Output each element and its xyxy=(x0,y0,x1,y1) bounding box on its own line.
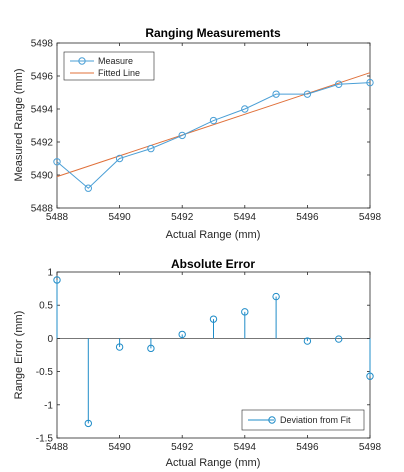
chart-title: Ranging Measurements xyxy=(145,26,281,40)
y-tick-label: 5488 xyxy=(31,204,54,215)
stem-marker xyxy=(115,343,124,351)
x-tick-label: 5494 xyxy=(234,212,257,223)
measure-point xyxy=(147,144,155,153)
legend-deviation-marker xyxy=(268,416,276,424)
y-tick-label: 5492 xyxy=(31,138,54,149)
legend-deviation-label: Deviation from Fit xyxy=(280,415,351,425)
x-tick-label: 5492 xyxy=(171,442,194,453)
legend: Deviation from Fit xyxy=(241,409,365,431)
data-series xyxy=(53,276,374,428)
stem-marker xyxy=(335,335,343,343)
chart-title: Absolute Error xyxy=(171,257,255,271)
stem-marker xyxy=(366,372,374,380)
y-tick-label: 5496 xyxy=(31,72,54,83)
x-tick-label: 5490 xyxy=(108,212,131,223)
legend-measure-label: Measure xyxy=(98,56,133,66)
measure-point xyxy=(335,80,343,88)
y-axis-label: Measured Range (mm) xyxy=(13,68,25,181)
y-tick-label: -1.5 xyxy=(36,434,54,445)
legend-measure-marker xyxy=(78,57,86,65)
stem-marker xyxy=(241,308,249,316)
y-tick-label: 5494 xyxy=(31,105,54,116)
stem-marker xyxy=(272,292,280,301)
measure-point xyxy=(178,131,186,140)
measure-point xyxy=(209,116,218,125)
y-axis-label: Range Error (mm) xyxy=(13,311,25,400)
x-axis-label: Actual Range (mm) xyxy=(166,457,261,469)
x-tick-label: 5492 xyxy=(171,212,194,223)
x-tick-label: 5490 xyxy=(108,442,131,453)
x-tick-label: 5494 xyxy=(234,442,257,453)
measure-point xyxy=(84,184,93,192)
x-axis-label: Actual Range (mm) xyxy=(166,229,261,241)
measure-point xyxy=(53,158,61,166)
y-tick-label: -0.5 xyxy=(36,367,54,378)
measure-point xyxy=(303,90,312,98)
stem-marker xyxy=(178,330,186,339)
data-series xyxy=(53,72,374,192)
y-tick-label: 5498 xyxy=(31,39,54,50)
x-tick-label: 5488 xyxy=(46,442,69,453)
x-tick-label: 5488 xyxy=(46,212,69,223)
x-tick-label: 5498 xyxy=(359,212,382,223)
stem-marker xyxy=(303,337,312,345)
y-tick-label: 0.5 xyxy=(39,301,53,312)
axis-ticks: 5488 5490 5492 5494 5496 5498 1 0.5 0 -0.5 -1 -1.5 xyxy=(36,268,382,454)
legend-fitted-label: Fitted Line xyxy=(98,68,140,78)
x-tick-label: 5498 xyxy=(359,442,382,453)
y-tick-label: 1 xyxy=(47,268,53,279)
stem-marker xyxy=(84,419,93,428)
y-tick-label: 0 xyxy=(47,334,53,345)
absolute-error-chart: Absolute Error Actual Range (mm) Range E… xyxy=(13,257,382,469)
stem-marker xyxy=(147,344,155,353)
stem-marker xyxy=(53,276,61,284)
measure-point xyxy=(241,105,249,113)
measure-point xyxy=(115,154,124,163)
stem-marker xyxy=(209,315,218,323)
y-tick-label: 5490 xyxy=(31,171,54,182)
y-tick-label: -1 xyxy=(44,400,53,411)
ranging-measurements-chart: Ranging Measurements Actual Range (mm) M… xyxy=(13,26,382,241)
legend: Measure Fitted Line xyxy=(63,51,155,81)
measure-point xyxy=(366,78,374,87)
fitted-line xyxy=(56,72,371,178)
x-tick-label: 5496 xyxy=(296,212,319,223)
measure-line xyxy=(56,82,371,189)
measure-point xyxy=(272,90,280,98)
x-tick-label: 5496 xyxy=(296,442,319,453)
legend-box xyxy=(63,51,155,81)
legend-box xyxy=(241,409,365,431)
axis-ticks: 5488 5490 5492 5494 5496 5498 5488 5490 5492 5494… xyxy=(31,39,382,224)
